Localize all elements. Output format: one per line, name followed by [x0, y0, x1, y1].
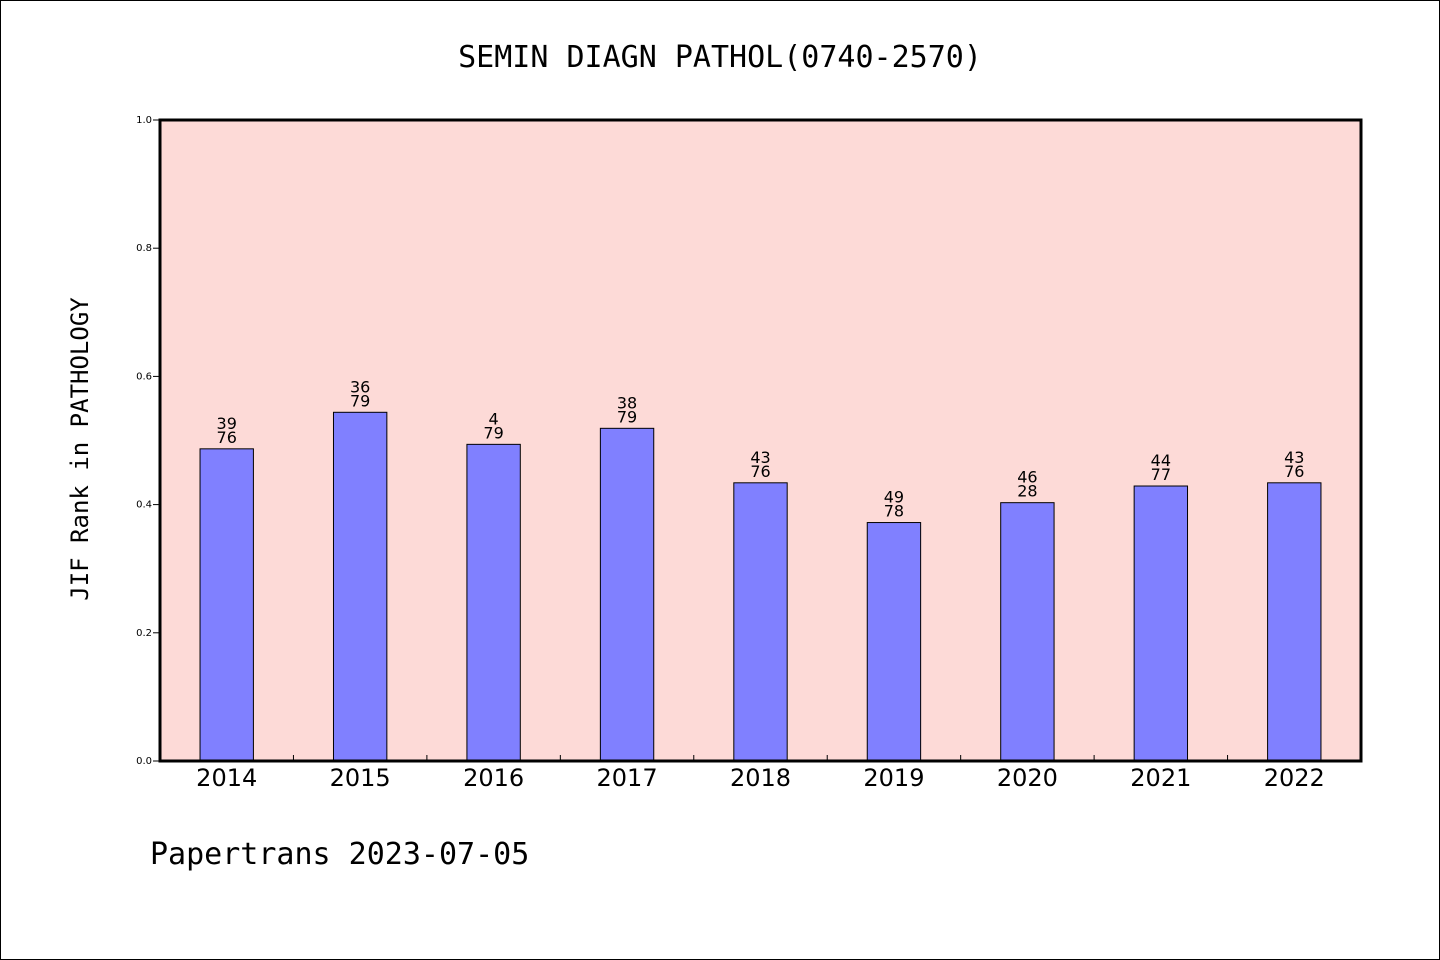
bar-label-top-2022: 43: [1284, 448, 1304, 467]
bar-label-top-2014: 39: [217, 414, 237, 433]
x-tick-label-2019: 2019: [863, 764, 924, 792]
y-tick-label-3: 0.6: [136, 371, 152, 382]
bar-label-bottom-2019: 78: [884, 502, 904, 521]
y-tick-label-0: 0.0: [136, 756, 152, 767]
y-tick-label-4: 0.8: [136, 243, 152, 254]
x-tick-label-2020: 2020: [997, 764, 1058, 792]
x-tick-label-2018: 2018: [730, 764, 791, 792]
bar-2015: [332, 411, 388, 762]
x-tick-label-2021: 2021: [1130, 764, 1191, 792]
bar-label-bottom-2015: 79: [350, 391, 370, 410]
bar-2014: [199, 448, 254, 762]
bar-label-bottom-2020: 28: [1017, 482, 1037, 501]
x-tick-label-2022: 2022: [1264, 764, 1325, 792]
bar-label-bottom-2017: 79: [617, 407, 637, 426]
chart-title: SEMIN DIAGN PATHOL(0740-2570): [458, 40, 982, 75]
y-tick-label-2: 0.4: [136, 500, 152, 511]
bar-2018: [733, 482, 788, 762]
bar-label-bottom-2022: 76: [1284, 462, 1304, 481]
bar-2021: [1133, 485, 1189, 762]
y-axis-label: JIF Rank in PATHOLOGY: [66, 297, 94, 601]
x-tick-label-2015: 2015: [330, 764, 391, 792]
bar-2022: [1267, 482, 1322, 762]
bars: [199, 411, 1322, 762]
bar-label-top-2021: 44: [1151, 451, 1171, 470]
bar-label-bottom-2021: 77: [1151, 465, 1171, 484]
plot-border: [158, 118, 1363, 763]
bar-label-top-2019: 49: [884, 488, 904, 507]
bar-2019: [866, 522, 922, 762]
bar-label-bottom-2018: 76: [750, 462, 770, 481]
footer-text: Papertrans 2023-07-05: [150, 837, 529, 872]
x-tick-label-2017: 2017: [597, 764, 658, 792]
bar-label-top-2020: 46: [1017, 468, 1037, 487]
y-axis: 0.0 0.2 0.4 0.6 0.8 1.0: [136, 115, 160, 767]
bar-label-top-2018: 43: [750, 448, 770, 467]
bar-label-top-2015: 36: [350, 377, 370, 396]
x-tick-label-2016: 2016: [463, 764, 524, 792]
bar-2016: [466, 443, 521, 762]
bar-label-bottom-2016: 79: [483, 423, 503, 442]
bar-2017: [599, 427, 655, 762]
bar-label-bottom-2014: 76: [217, 428, 237, 447]
bar-label-top-2016: 4: [489, 409, 499, 428]
bar-label-top-2017: 38: [617, 393, 637, 412]
x-tick-label-2014: 2014: [196, 764, 257, 792]
y-tick-label-5: 1.0: [136, 115, 152, 126]
x-axis: 2014 2015 2016 2017 2018 2019 2020 2021 2022: [196, 755, 1325, 792]
bar-2020: [1000, 502, 1055, 762]
y-tick-label-1: 0.2: [136, 628, 152, 639]
